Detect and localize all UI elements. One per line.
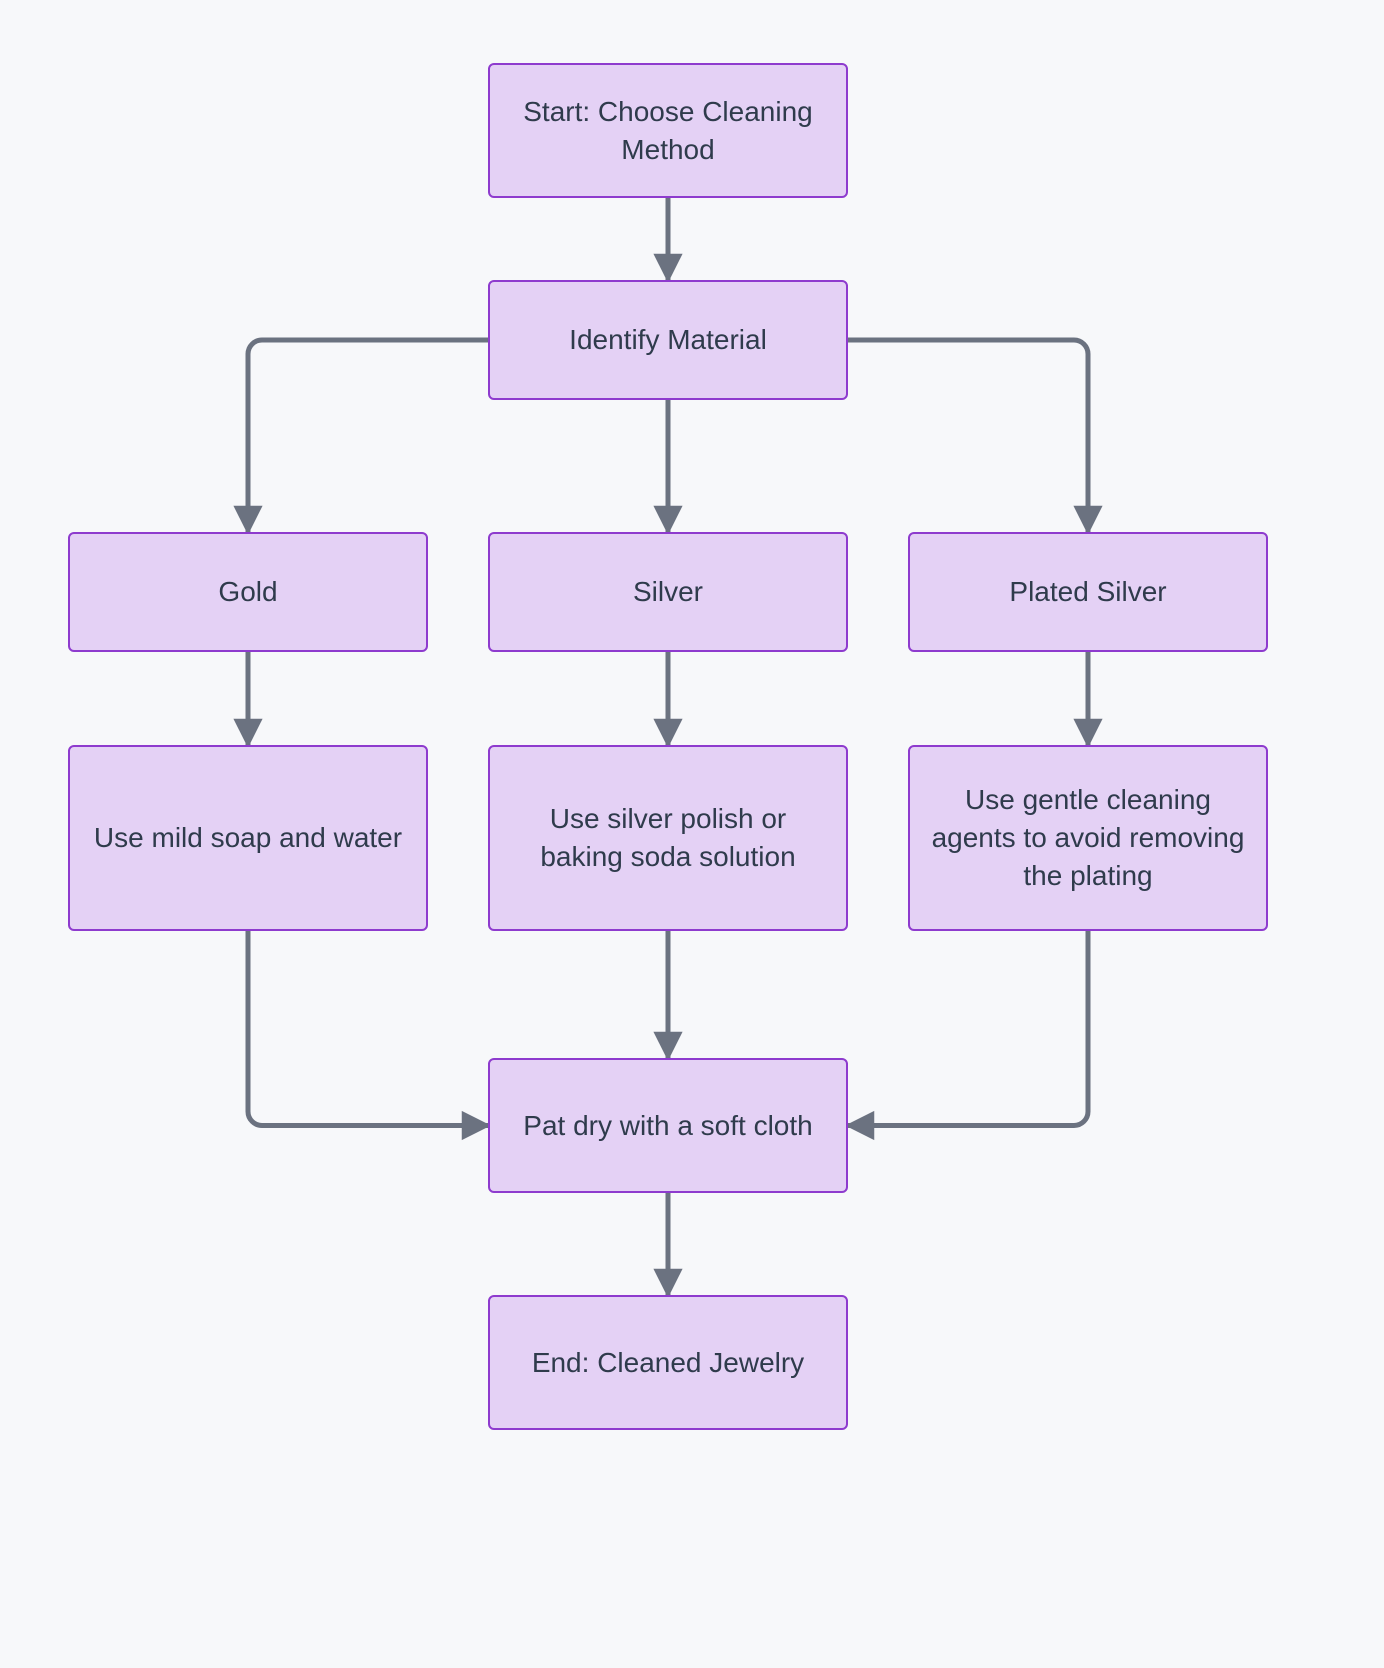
node-label: Use silver polish or baking soda solutio…: [510, 800, 826, 876]
node-plated: Plated Silver: [908, 532, 1268, 652]
node-identify: Identify Material: [488, 280, 848, 400]
node-label: Plated Silver: [1009, 573, 1166, 611]
node-label: Use mild soap and water: [94, 819, 402, 857]
edge-identify-to-plated: [848, 340, 1088, 532]
node-label: Start: Choose Cleaning Method: [510, 93, 826, 169]
node-label: Gold: [218, 573, 277, 611]
node-label: Silver: [633, 573, 703, 611]
node-end: End: Cleaned Jewelry: [488, 1295, 848, 1430]
node-dry: Pat dry with a soft cloth: [488, 1058, 848, 1193]
node-gold: Gold: [68, 532, 428, 652]
node-label: Use gentle cleaning agents to avoid remo…: [930, 781, 1246, 894]
edge-identify-to-gold: [248, 340, 488, 532]
edge-m_gold-to-dry: [248, 931, 488, 1126]
node-label: Identify Material: [569, 321, 767, 359]
node-m_gold: Use mild soap and water: [68, 745, 428, 931]
node-label: End: Cleaned Jewelry: [532, 1344, 804, 1382]
node-start: Start: Choose Cleaning Method: [488, 63, 848, 198]
edge-m_plated-to-dry: [848, 931, 1088, 1126]
node-silver: Silver: [488, 532, 848, 652]
node-label: Pat dry with a soft cloth: [523, 1107, 812, 1145]
node-m_silver: Use silver polish or baking soda solutio…: [488, 745, 848, 931]
node-m_plated: Use gentle cleaning agents to avoid remo…: [908, 745, 1268, 931]
